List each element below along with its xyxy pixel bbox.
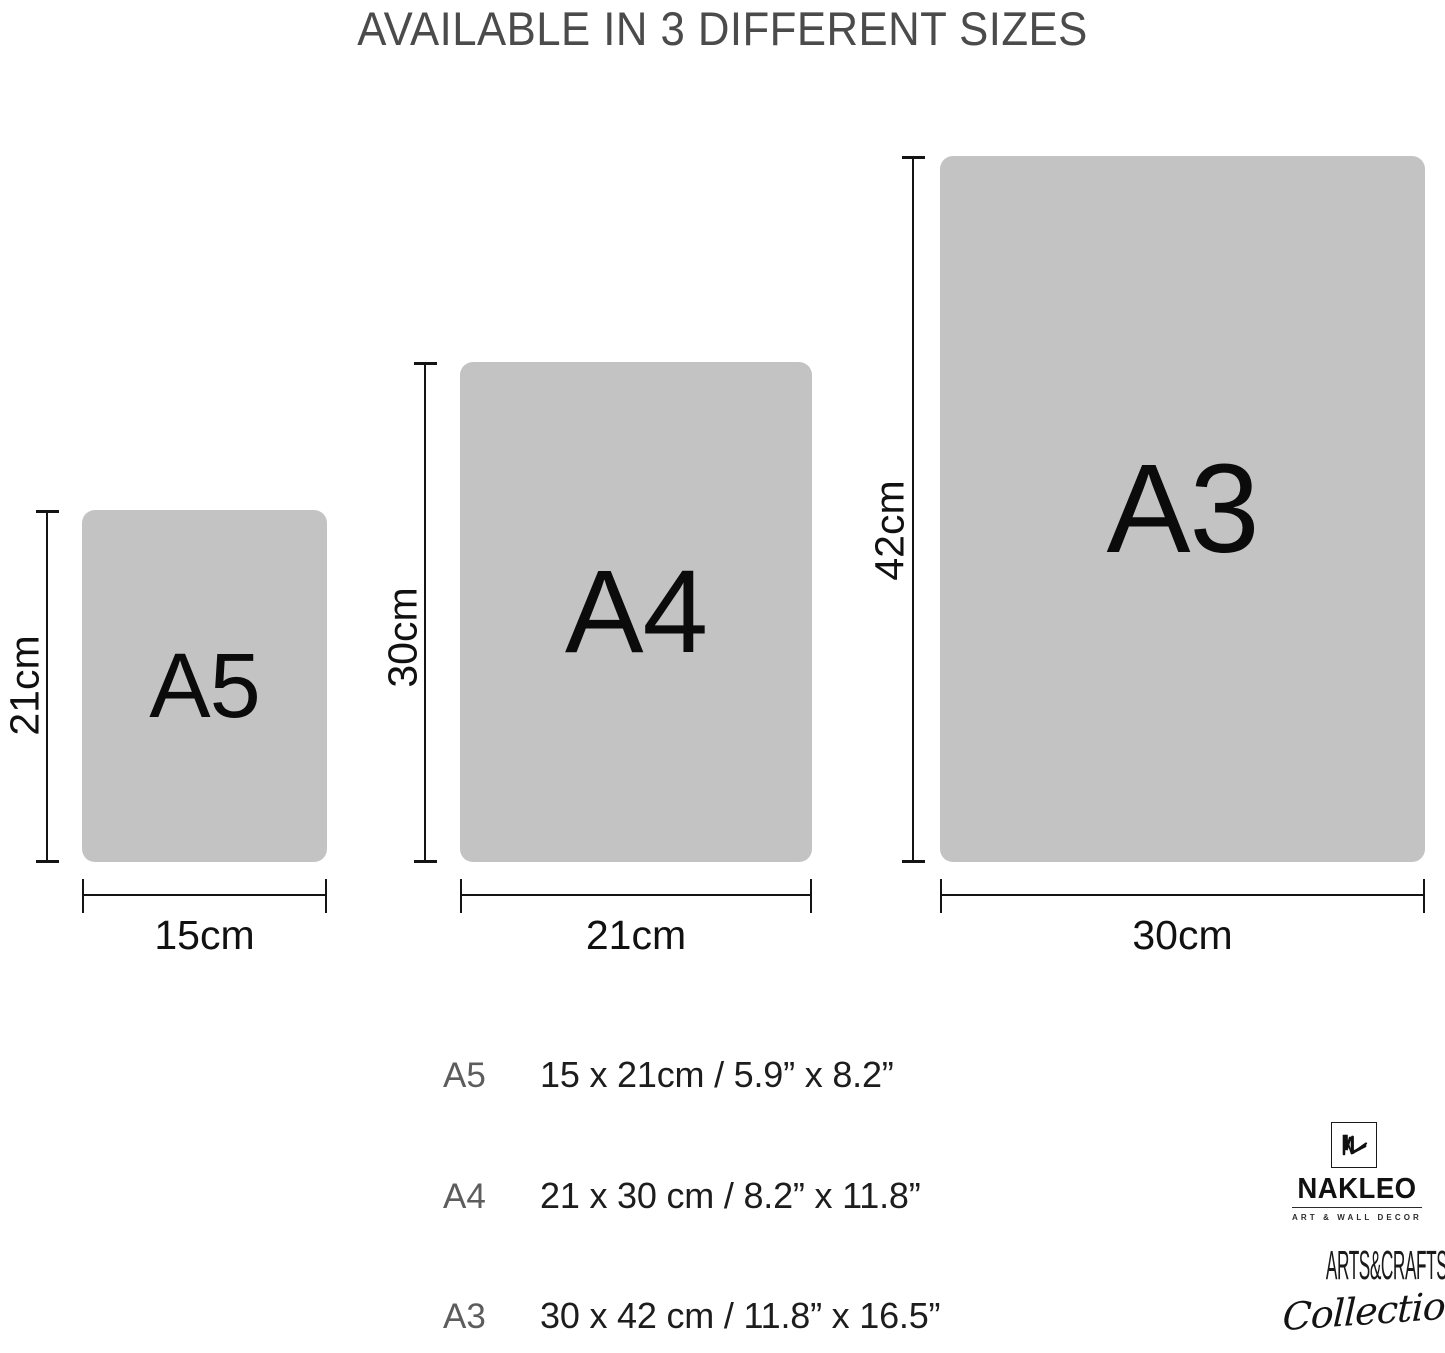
dim-cap-left-a3 bbox=[940, 879, 942, 913]
collection-script-label: Collection bbox=[1281, 1282, 1445, 1340]
dim-line-vertical-a5 bbox=[46, 511, 48, 862]
nakleo-monogram-icon bbox=[1331, 1122, 1377, 1168]
dim-label-height-a4: 30cm bbox=[379, 587, 426, 688]
dim-line-horizontal-a4 bbox=[460, 894, 812, 896]
dim-cap-bottom-a3 bbox=[902, 860, 925, 863]
dim-label-width-a3: 30cm bbox=[1132, 912, 1233, 958]
spec-value: 15 x 21cm / 5.9” x 8.2” bbox=[540, 1054, 894, 1095]
dim-cap-left-a4 bbox=[460, 879, 462, 913]
dim-label-width-a4: 21cm bbox=[585, 912, 687, 958]
spec-row: A5 15 x 21cm / 5.9” x 8.2” bbox=[443, 1054, 1143, 1096]
spec-row: A3 30 x 42 cm / 11.8” x 16.5” bbox=[443, 1295, 1143, 1337]
brand-tagline: ART & WALL DECOR bbox=[1292, 1213, 1422, 1222]
size-swatch-label-a3: A3 bbox=[1106, 438, 1259, 579]
dim-cap-right-a4 bbox=[810, 879, 812, 913]
spec-row: A4 21 x 30 cm / 8.2” x 11.8” bbox=[443, 1175, 1143, 1217]
size-swatch-a4: A4 bbox=[460, 362, 812, 862]
brand-divider bbox=[1292, 1207, 1422, 1208]
brand-block: NAKLEO ART & WALL DECOR ARTS&CRAFTS Coll… bbox=[1281, 1122, 1445, 1347]
dim-label-height-a3: 42cm bbox=[866, 480, 913, 581]
dim-label-height-a5: 21cm bbox=[1, 635, 48, 736]
spec-value: 30 x 42 cm / 11.8” x 16.5” bbox=[540, 1295, 941, 1336]
size-swatch-a5: A5 bbox=[82, 510, 327, 862]
size-swatch-a3: A3 bbox=[940, 156, 1425, 862]
dim-cap-bottom-a4 bbox=[414, 860, 437, 863]
page-title: AVAILABLE IN 3 DIFFERENT SIZES bbox=[357, 2, 1088, 55]
spec-code: A3 bbox=[443, 1296, 486, 1336]
dim-cap-right-a3 bbox=[1423, 879, 1425, 913]
spec-value: 21 x 30 cm / 8.2” x 11.8” bbox=[540, 1175, 921, 1216]
dim-cap-left-a5 bbox=[82, 879, 84, 913]
dim-line-vertical-a4 bbox=[424, 363, 426, 862]
brand-name: NAKLEO bbox=[1297, 1173, 1417, 1205]
dim-line-horizontal-a3 bbox=[940, 894, 1425, 896]
dim-line-horizontal-a5 bbox=[82, 894, 327, 896]
size-swatch-label-a5: A5 bbox=[149, 635, 261, 737]
dim-cap-bottom-a5 bbox=[36, 860, 59, 863]
size-swatch-label-a4: A4 bbox=[564, 546, 708, 678]
collection-title: ARTS&CRAFTS bbox=[1325, 1242, 1445, 1288]
spec-code: A5 bbox=[443, 1055, 486, 1095]
dim-label-width-a5: 15cm bbox=[154, 912, 255, 958]
spec-code: A4 bbox=[443, 1176, 486, 1216]
dim-cap-right-a5 bbox=[325, 879, 327, 913]
dim-line-vertical-a3 bbox=[912, 157, 914, 862]
